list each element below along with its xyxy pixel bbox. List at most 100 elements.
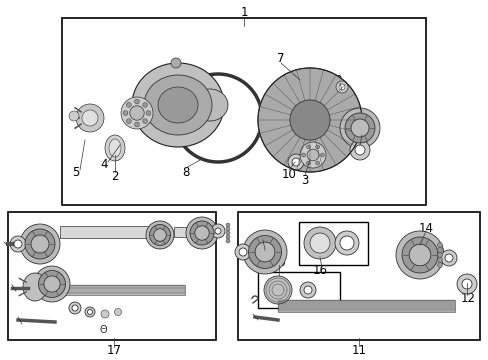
Circle shape [306, 161, 309, 165]
Circle shape [69, 111, 79, 121]
Circle shape [243, 230, 286, 274]
Circle shape [437, 257, 442, 262]
Circle shape [146, 221, 174, 249]
Circle shape [306, 145, 309, 149]
Circle shape [437, 262, 442, 267]
Circle shape [123, 111, 128, 116]
Circle shape [76, 104, 104, 132]
Ellipse shape [192, 89, 227, 121]
Circle shape [87, 310, 92, 315]
Text: 7: 7 [277, 51, 284, 64]
Circle shape [309, 233, 329, 253]
Circle shape [440, 250, 456, 266]
Circle shape [264, 276, 291, 304]
Ellipse shape [132, 63, 224, 147]
Bar [238, 212, 479, 340]
Circle shape [142, 119, 147, 123]
Circle shape [299, 142, 325, 168]
Circle shape [10, 236, 26, 252]
Circle shape [345, 113, 374, 143]
Ellipse shape [105, 135, 125, 161]
Circle shape [185, 217, 218, 249]
Bar [298, 222, 367, 265]
Circle shape [171, 58, 181, 68]
Bar [60, 226, 158, 238]
Text: 9: 9 [334, 73, 341, 86]
Circle shape [14, 240, 22, 248]
Text: 14: 14 [418, 221, 433, 234]
Circle shape [225, 223, 229, 227]
Text: 17: 17 [106, 343, 121, 356]
Circle shape [304, 286, 311, 294]
Circle shape [225, 235, 229, 239]
Circle shape [334, 231, 358, 255]
Circle shape [44, 276, 60, 292]
Circle shape [235, 244, 250, 260]
Circle shape [408, 244, 430, 266]
Bar [55, 285, 184, 295]
Circle shape [129, 106, 144, 120]
Circle shape [126, 103, 131, 107]
Circle shape [339, 108, 379, 148]
Circle shape [85, 307, 95, 317]
Circle shape [461, 279, 471, 289]
Bar [62, 18, 425, 205]
Circle shape [25, 229, 55, 259]
Ellipse shape [23, 273, 47, 301]
Circle shape [349, 140, 369, 160]
Circle shape [215, 228, 221, 234]
Circle shape [153, 229, 166, 241]
Circle shape [121, 97, 153, 129]
Text: 1: 1 [240, 5, 247, 18]
Polygon shape [258, 68, 361, 172]
Circle shape [34, 266, 70, 302]
Circle shape [194, 226, 209, 240]
Circle shape [320, 153, 324, 157]
Circle shape [306, 149, 318, 161]
Circle shape [190, 221, 214, 245]
Circle shape [225, 227, 229, 231]
Circle shape [315, 161, 319, 165]
Circle shape [354, 145, 364, 155]
Circle shape [69, 302, 81, 314]
Circle shape [134, 99, 139, 104]
Circle shape [134, 122, 139, 127]
Circle shape [437, 243, 442, 248]
Circle shape [339, 236, 353, 250]
Bar [174, 227, 202, 237]
Ellipse shape [158, 87, 198, 123]
Circle shape [456, 274, 476, 294]
Circle shape [146, 111, 151, 116]
Circle shape [142, 103, 147, 107]
Circle shape [72, 305, 78, 311]
Circle shape [255, 242, 274, 262]
Ellipse shape [143, 75, 212, 135]
Text: 6: 6 [359, 141, 366, 154]
Text: 5: 5 [72, 166, 80, 179]
Bar [258, 272, 339, 308]
Text: 8: 8 [182, 166, 189, 179]
Text: 12: 12 [460, 292, 474, 305]
Circle shape [31, 235, 49, 253]
Circle shape [101, 310, 109, 318]
Circle shape [301, 153, 305, 157]
Circle shape [299, 282, 315, 298]
Text: 2: 2 [111, 170, 119, 183]
Circle shape [444, 254, 452, 262]
Circle shape [395, 231, 443, 279]
Text: 10: 10 [281, 167, 296, 180]
Circle shape [335, 81, 347, 93]
Bar [8, 212, 216, 340]
Circle shape [315, 145, 319, 149]
Text: 13: 13 [255, 230, 270, 243]
Circle shape [248, 235, 281, 269]
Circle shape [114, 309, 121, 315]
Polygon shape [289, 100, 329, 140]
Text: 15: 15 [271, 256, 286, 269]
Circle shape [210, 224, 224, 238]
Bar [278, 300, 454, 312]
Circle shape [338, 84, 345, 90]
Circle shape [437, 252, 442, 257]
Circle shape [350, 119, 368, 137]
Circle shape [304, 227, 335, 259]
